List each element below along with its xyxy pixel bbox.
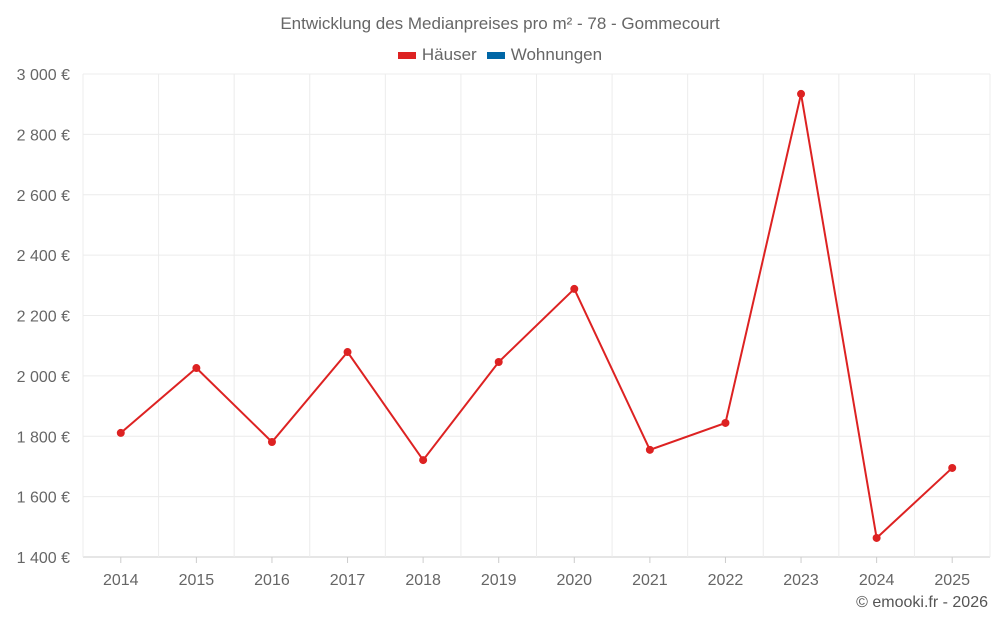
x-tick-label: 2016: [254, 572, 290, 589]
y-tick-label: 2 200 €: [17, 309, 70, 326]
legend-label: Wohnungen: [510, 45, 603, 64]
y-tick-label: 1 600 €: [17, 490, 70, 507]
data-point: [948, 463, 957, 472]
x-tick-label: 2024: [859, 572, 895, 589]
y-tick-label: 2 400 €: [17, 248, 70, 265]
data-point: [267, 437, 276, 446]
data-point: [419, 456, 428, 465]
legend-item-wohnungen[interactable]: Wohnungen: [486, 45, 603, 65]
legend-swatch: [486, 51, 505, 59]
legend: Häuser Wohnungen: [0, 45, 1000, 65]
x-tick-label: 2022: [708, 572, 744, 589]
data-point: [797, 89, 806, 98]
x-tick-label: 2020: [556, 572, 592, 589]
y-tick-label: 2 800 €: [17, 127, 70, 144]
credit: © emooki.fr - 2026: [856, 594, 988, 611]
data-point: [721, 418, 730, 427]
legend-swatch: [397, 51, 416, 59]
series-line: [120, 93, 953, 540]
data-point: [192, 364, 201, 373]
x-tick-label: 2017: [330, 572, 366, 589]
chart-title: Entwicklung des Medianpreises pro m² - 7…: [280, 14, 720, 33]
data-point: [645, 445, 654, 454]
legend-label: Häuser: [421, 45, 477, 64]
x-tick-label: 2015: [179, 572, 215, 589]
x-tick-label: 2014: [103, 572, 139, 589]
y-tick-label: 1 400 €: [17, 550, 70, 567]
data-point: [343, 348, 352, 357]
data-point: [116, 428, 125, 437]
data-point: [570, 284, 579, 293]
legend-item-haeuser[interactable]: Häuser: [397, 45, 477, 65]
data-point: [494, 357, 503, 366]
y-tick-label: 2 000 €: [17, 369, 70, 386]
data-point: [872, 533, 881, 542]
x-tick-label: 2023: [783, 572, 819, 589]
y-tick-label: 2 600 €: [17, 188, 70, 205]
x-tick-label: 2018: [405, 572, 441, 589]
y-tick-label: 3 000 €: [17, 67, 70, 84]
y-tick-label: 1 800 €: [17, 429, 70, 446]
x-tick-label: 2021: [632, 572, 668, 589]
x-tick-label: 2019: [481, 572, 517, 589]
x-tick-label: 2025: [934, 572, 970, 589]
